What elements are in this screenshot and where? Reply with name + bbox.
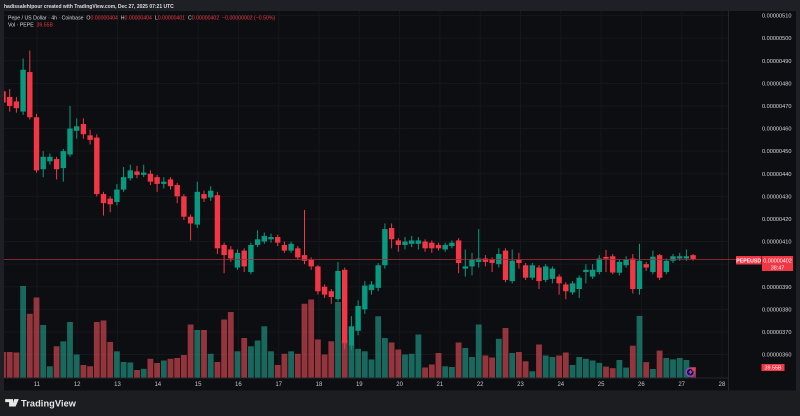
svg-text:0.00000450: 0.00000450 — [762, 149, 792, 155]
svg-text:0.00000380: 0.00000380 — [762, 307, 792, 313]
svg-text:0.00000420: 0.00000420 — [762, 217, 792, 223]
svg-text:0.00000460: 0.00000460 — [762, 127, 792, 133]
svg-text:13: 13 — [114, 382, 121, 388]
svg-text:39.55B: 39.55B — [764, 366, 781, 372]
svg-text:38:47: 38:47 — [771, 266, 785, 272]
svg-text:0.00000440: 0.00000440 — [762, 172, 792, 178]
svg-text:22: 22 — [477, 382, 484, 388]
svg-text:24: 24 — [557, 382, 564, 388]
svg-text:0.00000360: 0.00000360 — [762, 353, 792, 359]
svg-text:26: 26 — [638, 382, 645, 388]
svg-text:21: 21 — [437, 382, 444, 388]
svg-text:TradingView: TradingView — [21, 399, 77, 409]
svg-text:19: 19 — [356, 382, 363, 388]
svg-text:0.00000500: 0.00000500 — [762, 36, 792, 42]
svg-text:0.00000390: 0.00000390 — [762, 285, 792, 291]
svg-text:0.00000430: 0.00000430 — [762, 194, 792, 200]
svg-text:20: 20 — [396, 382, 403, 388]
svg-text:Vol · PEPE 39.55B: Vol · PEPE 39.55B — [8, 23, 54, 29]
svg-text:23: 23 — [517, 382, 524, 388]
svg-text:0.00000370: 0.00000370 — [762, 330, 792, 336]
svg-text:27: 27 — [678, 382, 685, 388]
svg-text:11: 11 — [34, 382, 41, 388]
svg-text:0.00000510: 0.00000510 — [762, 14, 792, 20]
svg-text:18: 18 — [316, 382, 323, 388]
svg-text:PEPEUSD: PEPEUSD — [736, 258, 761, 264]
svg-text:0.00000470: 0.00000470 — [762, 104, 792, 110]
svg-text:hadissalehipour created with T: hadissalehipour created with TradingView… — [4, 4, 174, 10]
svg-text:15: 15 — [195, 382, 202, 388]
svg-text:14: 14 — [154, 382, 161, 388]
svg-text:16: 16 — [235, 382, 242, 388]
svg-text:0.00000490: 0.00000490 — [762, 59, 792, 65]
svg-text:17: 17 — [275, 382, 282, 388]
svg-text:25: 25 — [598, 382, 605, 388]
svg-text:28: 28 — [719, 382, 726, 388]
svg-text:0.00000410: 0.00000410 — [762, 240, 792, 246]
svg-text:0.00000402: 0.00000402 — [763, 258, 791, 264]
svg-text:12: 12 — [74, 382, 81, 388]
svg-text:Pepe / US Dollar · 4h · Coinba: Pepe / US Dollar · 4h · Coinbase O0.0000… — [8, 16, 275, 22]
svg-text:0.00000480: 0.00000480 — [762, 81, 792, 87]
